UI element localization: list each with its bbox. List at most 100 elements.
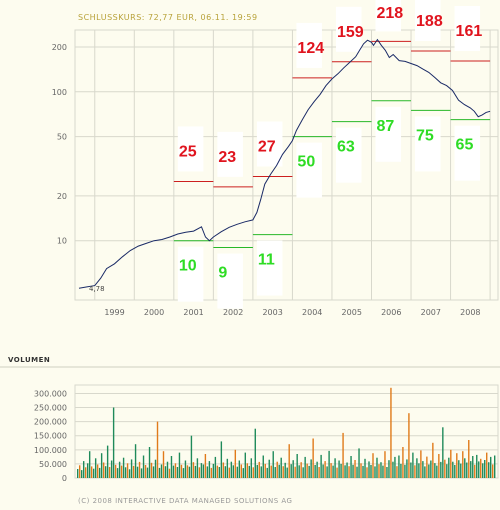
volume-bar: [118, 461, 121, 478]
volume-bar: [158, 467, 161, 478]
price-y-tick-labels: 200 100 50 20 10: [52, 43, 67, 246]
volume-bar: [182, 468, 185, 478]
volume-bar: [388, 460, 390, 478]
volume-bar: [396, 466, 398, 478]
volume-bar: [264, 463, 266, 478]
volume-bar: [276, 461, 278, 478]
volume-bar: [316, 461, 318, 478]
volume-bar: [82, 461, 85, 478]
volume-bar: [324, 461, 326, 478]
volume-bar: [302, 467, 304, 478]
volume-bar: [460, 463, 462, 478]
volume-bar: [348, 466, 350, 478]
volume-bar: [298, 465, 300, 478]
volume-bar: [246, 463, 248, 478]
price-x-tick: 2007: [421, 308, 441, 317]
volume-bar: [126, 463, 129, 478]
volume-bar: [104, 466, 107, 478]
volume-bar: [366, 467, 368, 478]
volume-bar: [462, 451, 464, 478]
volume-bar: [220, 441, 223, 478]
volume-bar: [178, 452, 181, 478]
volume-y-tick: 50.000: [39, 460, 67, 469]
volume-bar: [406, 459, 408, 478]
volume-bar: [84, 467, 87, 478]
price-line: [78, 38, 491, 289]
price-grid: [74, 29, 499, 301]
volume-bar: [492, 464, 494, 478]
price-x-tick: 1999: [104, 308, 124, 317]
volume-bar: [180, 464, 183, 478]
price-plot-frame: [74, 29, 499, 301]
high-label-box-2002: [217, 131, 243, 177]
volume-bar: [98, 467, 101, 478]
price-y-tick: 10: [57, 237, 67, 246]
volume-bar: [224, 466, 227, 478]
chart-header-title: SCHLUSSKURS: 72,77 EUR, 06.11. 19:59: [78, 13, 258, 22]
volume-bar: [464, 458, 466, 478]
price-x-tick: 2005: [342, 308, 362, 317]
high-label-box-2006: [375, 0, 402, 32]
volume-bar: [176, 467, 179, 478]
volume-bar: [120, 465, 123, 478]
volume-bar: [304, 456, 306, 478]
volume-bar: [356, 466, 358, 478]
volume-bar: [362, 465, 364, 478]
volume-bar: [242, 468, 244, 478]
low-label-box-2003: [256, 240, 283, 296]
copyright-text: (C) 2008 INTERACTIVE DATA MANAGED SOLUTI…: [78, 497, 292, 505]
volume-bar: [238, 460, 241, 478]
volume-bar: [370, 465, 372, 478]
volume-bar: [140, 468, 143, 478]
start-price-label: 4,78: [89, 285, 105, 293]
price-y-tick: 20: [57, 192, 67, 201]
low-label-box-2006: [375, 106, 402, 162]
volume-bar: [384, 451, 386, 478]
high-label-2003: 27: [258, 138, 276, 155]
volume-bar: [94, 458, 97, 478]
volume-bar: [130, 459, 133, 478]
low-label-2003: 11: [258, 252, 275, 269]
low-label-box-2005: [335, 127, 362, 183]
annual-range-bars: [173, 0, 491, 309]
volume-bar: [162, 451, 165, 478]
volume-bar: [314, 465, 316, 478]
volume-bar: [482, 463, 484, 478]
volume-bar: [418, 463, 420, 478]
high-label-box-2005: [335, 6, 362, 52]
volume-bar: [312, 438, 314, 478]
volume-bar: [442, 427, 444, 478]
volume-bar: [198, 467, 201, 478]
low-label-box-2002: [217, 253, 243, 309]
volume-bar: [420, 450, 422, 478]
price-y-tick: 50: [57, 133, 67, 142]
low-label-2002: 9: [218, 265, 227, 282]
volume-bar: [372, 453, 374, 478]
volume-bar: [128, 469, 131, 478]
volume-bar: [108, 467, 111, 478]
volume-bar: [456, 453, 458, 478]
volume-bar: [148, 447, 151, 478]
volume-bar: [480, 458, 482, 478]
high-label-2002: 23: [218, 149, 236, 166]
volume-bar: [494, 455, 496, 478]
volume-bar: [288, 444, 290, 478]
volume-bar: [212, 463, 215, 478]
volume-y-tick: 300.000: [34, 389, 67, 398]
volume-bar: [392, 461, 394, 478]
volume-bar: [260, 466, 262, 478]
volume-bar: [206, 466, 209, 478]
annual-range-labels: 25 10 23 9 27 11 124 50 159 63 218 87 188 75 161 65: [179, 5, 483, 282]
volume-bar: [454, 465, 456, 478]
volume-bar: [310, 459, 312, 478]
price-x-tick: 2000: [144, 308, 164, 317]
price-y-tick: 100: [52, 88, 67, 97]
volume-bar: [77, 469, 79, 478]
volume-bar: [440, 461, 442, 478]
volume-bar: [204, 454, 207, 478]
volume-bar: [138, 461, 141, 478]
volume-bar: [218, 467, 221, 478]
volume-bar: [336, 467, 338, 478]
volume-bar: [344, 465, 346, 478]
